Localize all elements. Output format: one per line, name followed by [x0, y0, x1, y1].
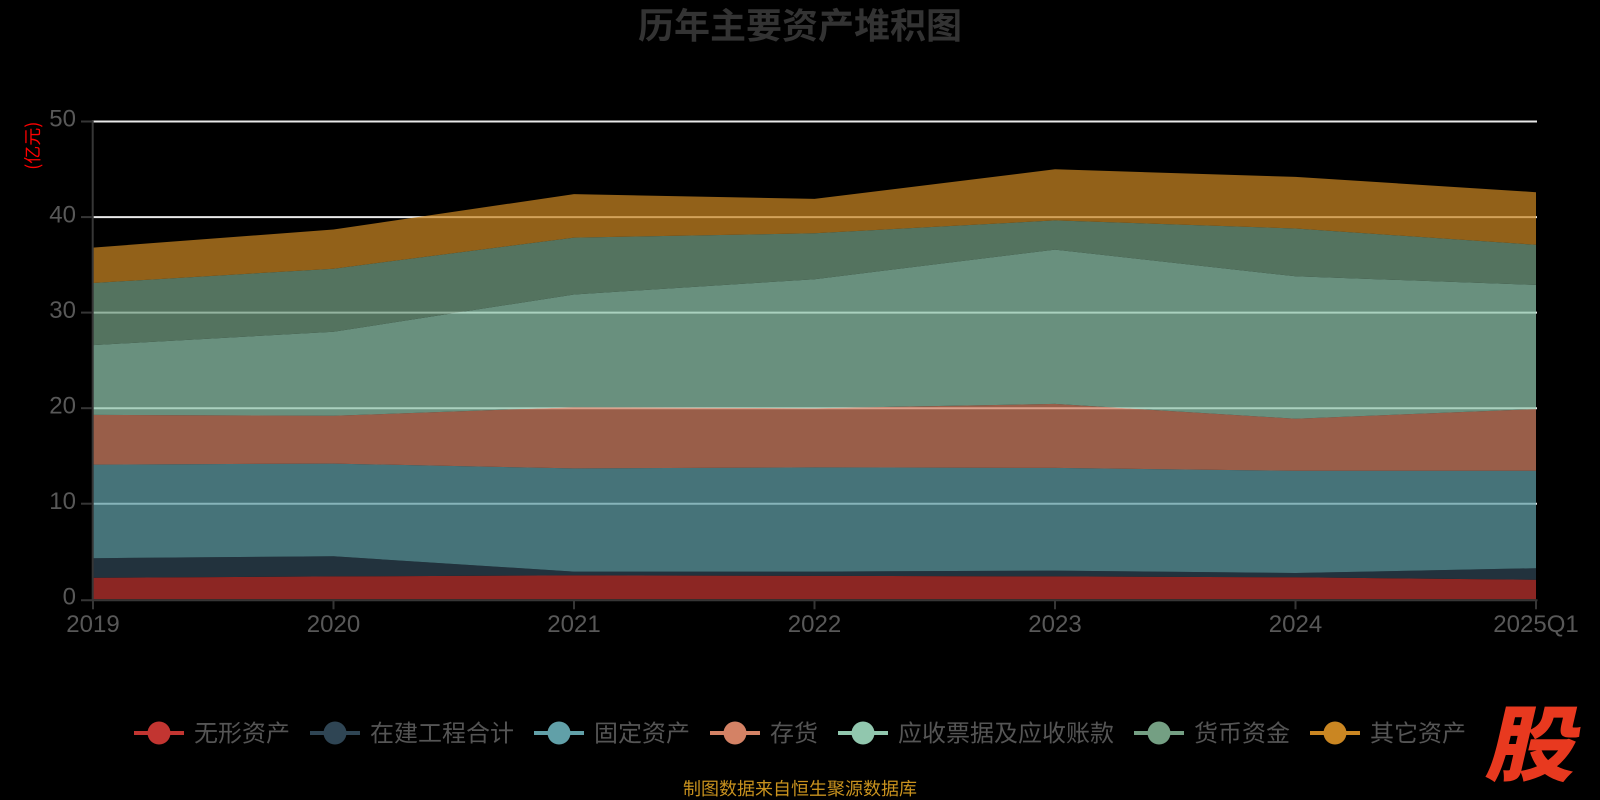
svg-text:2025Q1: 2025Q1: [1493, 611, 1578, 638]
svg-text:2024: 2024: [1269, 611, 1322, 638]
svg-text:2023: 2023: [1028, 611, 1081, 638]
svg-text:2021: 2021: [547, 611, 600, 638]
svg-text:10: 10: [49, 488, 76, 515]
svg-text:50: 50: [49, 106, 76, 133]
svg-text:30: 30: [49, 297, 76, 324]
svg-text:2019: 2019: [66, 611, 119, 638]
svg-text:2020: 2020: [307, 611, 360, 638]
svg-text:40: 40: [49, 201, 76, 228]
svg-text:20: 20: [49, 392, 76, 419]
svg-text:0: 0: [63, 584, 76, 611]
svg-text:2022: 2022: [788, 611, 841, 638]
